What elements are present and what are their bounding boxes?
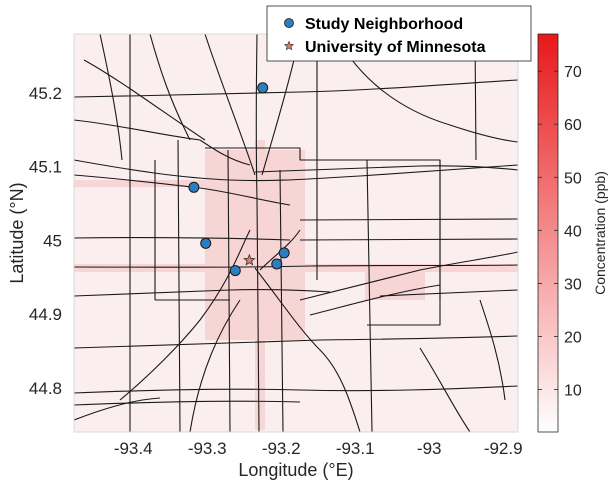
legend: Study Neighborhood University of Minneso… <box>266 5 532 62</box>
university-of-minnesota-point <box>243 253 256 266</box>
x-axis-label: Longitude (°E) <box>238 460 353 480</box>
colorbar-tick-label: 20 <box>564 329 582 346</box>
x-tick-label: -92.9 <box>484 439 523 458</box>
colorbar-tick-label: 40 <box>564 223 582 240</box>
y-tick-label: 44.9 <box>29 305 62 324</box>
x-tick-label: -93.2 <box>262 439 301 458</box>
colorbar-tick-label: 10 <box>564 383 582 400</box>
study-neighborhood-point <box>200 237 212 249</box>
legend-university-marker <box>283 40 295 51</box>
colorbar-tick-label: 50 <box>564 170 582 187</box>
data-markers <box>188 82 290 277</box>
colorbar-tick-label: 30 <box>564 276 582 293</box>
road-network <box>74 34 518 432</box>
x-tick-label: -93.1 <box>336 439 375 458</box>
legend-neighborhood-marker <box>284 18 294 28</box>
y-tick-label: 45.2 <box>29 84 62 103</box>
y-tick-label: 45 <box>43 231 62 250</box>
colorbar-ticks: 10 20 30 40 50 60 70 <box>538 64 582 400</box>
y-tick-label: 44.8 <box>29 379 62 398</box>
study-neighborhood-point <box>271 258 283 270</box>
colorbar: 10 20 30 40 50 60 70 Concentration (ppb) <box>537 33 608 433</box>
x-axis-ticks: -93.4 -93.3 -93.2 -93.1 -93 -92.9 <box>114 439 523 458</box>
x-tick-label: -93.4 <box>114 439 153 458</box>
study-neighborhood-point <box>188 181 200 193</box>
study-neighborhood-point <box>257 82 269 94</box>
study-neighborhood-point <box>229 265 241 277</box>
legend-neighborhood-label: Study Neighborhood <box>305 16 463 33</box>
y-tick-label: 45.1 <box>29 158 62 177</box>
concentration-field <box>74 140 518 430</box>
colorbar-tick-label: 60 <box>564 117 582 134</box>
colorbar-gradient <box>537 33 559 433</box>
legend-box <box>266 5 532 62</box>
y-axis-label: Latitude (°N) <box>7 182 27 283</box>
study-neighborhood-point <box>278 247 290 259</box>
map-panel <box>73 33 519 433</box>
y-axis-ticks: 44.8 44.9 45 45.1 45.2 <box>29 84 62 398</box>
x-tick-label: -93 <box>417 439 442 458</box>
legend-university-label: University of Minnesota <box>305 39 486 56</box>
colorbar-tick-label: 70 <box>564 64 582 81</box>
x-tick-label: -93.3 <box>188 439 227 458</box>
colorbar-label: Concentration (ppb) <box>592 171 608 295</box>
